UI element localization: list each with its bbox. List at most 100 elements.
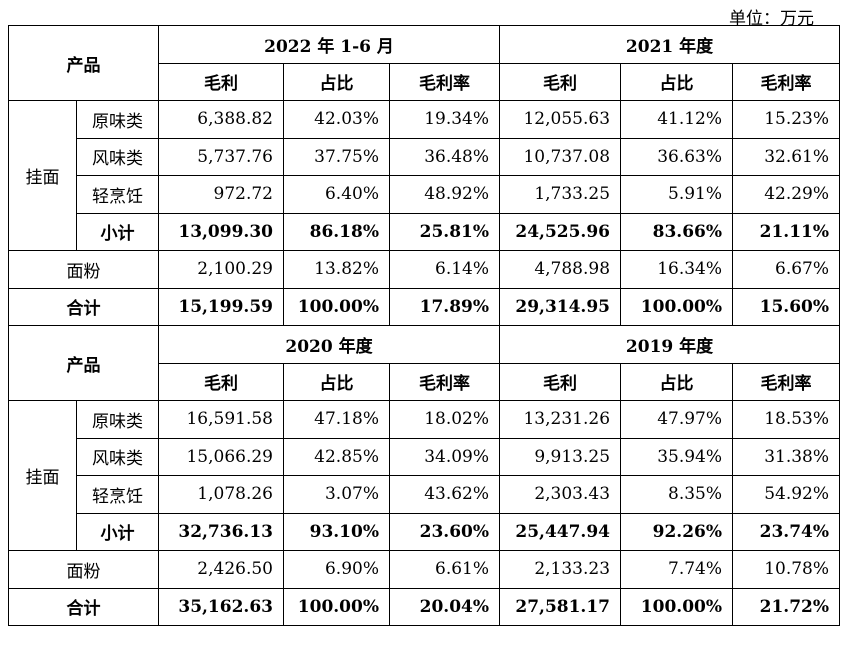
cell-value: 32,736.13 bbox=[158, 512, 284, 551]
cell-value: 23.60% bbox=[388, 512, 501, 551]
cell-value: 2,426.50 bbox=[158, 550, 284, 589]
cell-value: 6.14% bbox=[388, 250, 501, 289]
period-header-row: 产品 2022 年 1-6 月 2021 年度 bbox=[8, 25, 841, 101]
cell-value: 21.11% bbox=[732, 212, 841, 251]
cell-value: 29,314.95 bbox=[499, 287, 622, 326]
group-label: 挂面 bbox=[8, 400, 77, 551]
unit-label: 单位：万元 bbox=[729, 9, 814, 29]
cell-value: 25,447.94 bbox=[499, 512, 622, 551]
row-label: 风味类 bbox=[76, 437, 159, 476]
table-row: 风味类 5,737.76 37.75% 36.48% 10,737.08 36.… bbox=[9, 137, 841, 176]
cell-value: 9,913.25 bbox=[499, 437, 622, 476]
cell-value: 6.67% bbox=[732, 250, 841, 289]
cell-value: 15.60% bbox=[732, 287, 841, 326]
cell-value: 25.81% bbox=[388, 212, 501, 251]
metric-header: 毛利 bbox=[158, 62, 284, 101]
group-label: 挂面 bbox=[8, 100, 77, 251]
row-label: 面粉 bbox=[8, 250, 159, 289]
cell-value: 42.85% bbox=[283, 437, 390, 476]
cell-value: 47.97% bbox=[620, 400, 734, 439]
cell-value: 32.61% bbox=[732, 137, 841, 176]
period-header: 2020 年度 bbox=[157, 325, 501, 364]
cell-value: 2,100.29 bbox=[158, 250, 284, 289]
row-label: 轻烹饪 bbox=[76, 175, 159, 214]
cell-value: 15,066.29 bbox=[158, 437, 284, 476]
row-label: 面粉 bbox=[8, 550, 159, 589]
cell-value: 27,581.17 bbox=[499, 587, 622, 626]
metric-header: 毛利 bbox=[158, 362, 284, 401]
cell-value: 41.12% bbox=[620, 100, 734, 139]
table-row: 挂面 原味类 16,591.58 47.18% 18.02% 13,231.26… bbox=[8, 400, 841, 551]
table-row: 面粉 2,426.50 6.90% 6.61% 2,133.23 7.74% 1… bbox=[8, 550, 841, 589]
row-label: 小计 bbox=[76, 212, 159, 251]
table-row: 面粉 2,100.29 13.82% 6.14% 4,788.98 16.34%… bbox=[8, 250, 841, 289]
cell-value: 13,231.26 bbox=[499, 400, 622, 439]
metric-header: 毛利率 bbox=[732, 62, 841, 101]
cell-value: 10.78% bbox=[732, 550, 841, 589]
cell-value: 16.34% bbox=[620, 250, 734, 289]
cell-value: 18.02% bbox=[388, 400, 501, 439]
row-label: 原味类 bbox=[76, 100, 159, 139]
cell-value: 42.29% bbox=[732, 175, 841, 214]
total-row: 合计 35,162.63 100.00% 20.04% 27,581.17 10… bbox=[8, 587, 841, 626]
cell-value: 36.48% bbox=[388, 137, 501, 176]
table-row: 轻烹饪 972.72 6.40% 48.92% 1,733.25 5.91% 4… bbox=[9, 175, 841, 214]
metric-header: 毛利 bbox=[499, 362, 622, 401]
period-header: 2021 年度 bbox=[499, 25, 841, 64]
row-label: 轻烹饪 bbox=[76, 475, 159, 514]
metric-header-row: 毛利 占比 毛利率 毛利 占比 毛利率 bbox=[9, 62, 841, 101]
metric-header: 毛利率 bbox=[388, 362, 501, 401]
cell-value: 100.00% bbox=[620, 587, 734, 626]
cell-value: 1,733.25 bbox=[499, 175, 622, 214]
cell-value: 23.74% bbox=[732, 512, 841, 551]
cell-value: 37.75% bbox=[283, 137, 390, 176]
cell-value: 19.34% bbox=[388, 100, 501, 139]
total-row: 合计 15,199.59 100.00% 17.89% 29,314.95 10… bbox=[8, 287, 841, 326]
cell-value: 48.92% bbox=[388, 175, 501, 214]
subtotal-row: 小计 13,099.30 86.18% 25.81% 24,525.96 83.… bbox=[9, 212, 841, 251]
cell-value: 20.04% bbox=[388, 587, 501, 626]
cell-value: 35.94% bbox=[620, 437, 734, 476]
cell-value: 6.40% bbox=[283, 175, 390, 214]
cell-value: 86.18% bbox=[283, 212, 390, 251]
cell-value: 36.63% bbox=[620, 137, 734, 176]
cell-value: 16,591.58 bbox=[158, 400, 284, 439]
cell-value: 972.72 bbox=[158, 175, 284, 214]
row-label: 小计 bbox=[76, 512, 159, 551]
cell-value: 93.10% bbox=[283, 512, 390, 551]
cell-value: 13.82% bbox=[283, 250, 390, 289]
cell-value: 42.03% bbox=[283, 100, 390, 139]
cell-value: 15,199.59 bbox=[158, 287, 284, 326]
row-label: 原味类 bbox=[76, 400, 159, 439]
period-header-row: 产品 2020 年度 2019 年度 bbox=[8, 325, 841, 401]
cell-value: 17.89% bbox=[388, 287, 501, 326]
cell-value: 6.61% bbox=[388, 550, 501, 589]
cell-value: 34.09% bbox=[388, 437, 501, 476]
cell-value: 7.74% bbox=[620, 550, 734, 589]
cell-value: 100.00% bbox=[283, 587, 390, 626]
metric-header: 毛利率 bbox=[732, 362, 841, 401]
metric-header: 占比 bbox=[620, 62, 734, 101]
cell-value: 6,388.82 bbox=[158, 100, 284, 139]
cell-value: 15.23% bbox=[732, 100, 841, 139]
cell-value: 13,099.30 bbox=[158, 212, 284, 251]
row-label: 合计 bbox=[8, 587, 159, 626]
period-header: 2022 年 1-6 月 bbox=[157, 25, 501, 64]
cell-value: 100.00% bbox=[283, 287, 390, 326]
cell-value: 18.53% bbox=[732, 400, 841, 439]
cell-value: 2,133.23 bbox=[499, 550, 622, 589]
cell-value: 47.18% bbox=[283, 400, 390, 439]
row-label: 风味类 bbox=[76, 137, 159, 176]
cell-value: 24,525.96 bbox=[499, 212, 622, 251]
cell-value: 4,788.98 bbox=[499, 250, 622, 289]
cell-value: 12,055.63 bbox=[499, 100, 622, 139]
table-row: 轻烹饪 1,078.26 3.07% 43.62% 2,303.43 8.35%… bbox=[9, 475, 841, 514]
cell-value: 10,737.08 bbox=[499, 137, 622, 176]
cell-value: 3.07% bbox=[283, 475, 390, 514]
cell-value: 43.62% bbox=[388, 475, 501, 514]
metric-header: 毛利 bbox=[499, 62, 622, 101]
metric-header: 占比 bbox=[283, 62, 390, 101]
metric-header: 占比 bbox=[620, 362, 734, 401]
cell-value: 2,303.43 bbox=[499, 475, 622, 514]
cell-value: 21.72% bbox=[732, 587, 841, 626]
